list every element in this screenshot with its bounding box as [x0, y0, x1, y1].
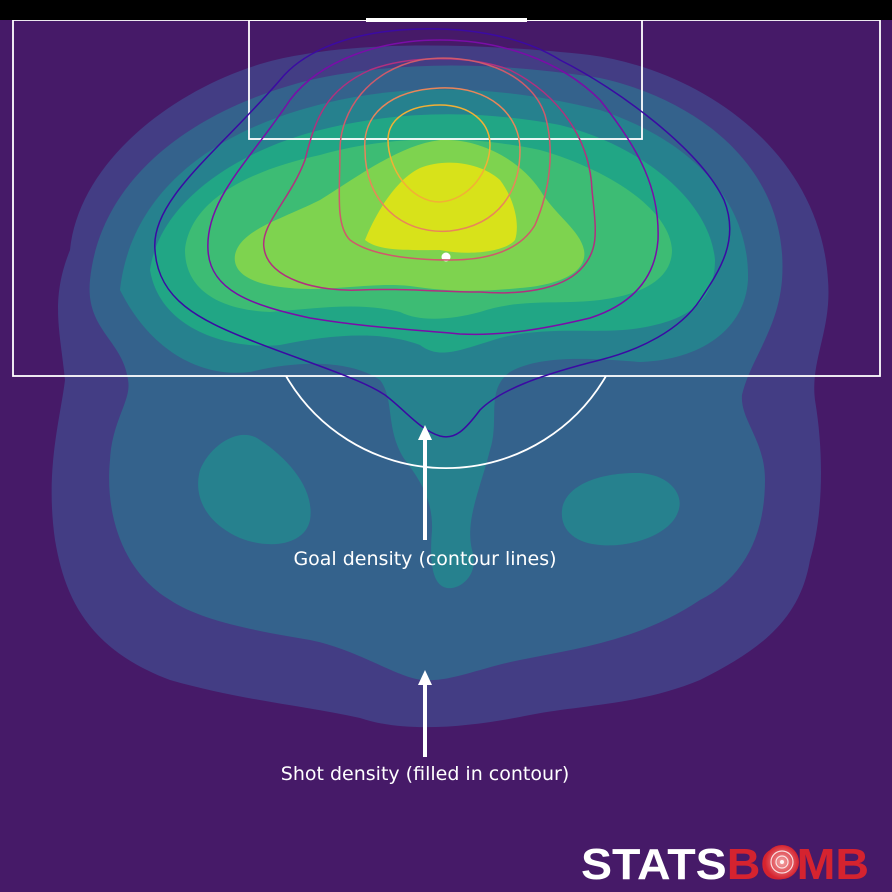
annotation-shot: Shot density (filled in contour)	[281, 670, 569, 785]
annotation-goal-label: Goal density (contour lines)	[293, 548, 556, 570]
shot-density-level	[561, 472, 680, 546]
shot-density-fill	[51, 45, 829, 728]
logo-text: STATSBOMB	[581, 840, 869, 889]
annotation-arrowhead	[418, 670, 432, 685]
annotation-arrowhead	[418, 425, 432, 440]
goal-density-contour	[338, 57, 551, 261]
goal-density-contour	[387, 104, 491, 203]
penalty-arc	[285, 375, 607, 469]
goal-density-contour	[364, 87, 521, 232]
goal-density-contour	[154, 28, 731, 438]
goal-density-contour	[207, 39, 659, 336]
top-bar	[0, 0, 892, 20]
shot-density-level	[365, 162, 517, 253]
annotation-shot-label: Shot density (filled in contour)	[281, 763, 569, 785]
goal-density-contour	[262, 58, 597, 294]
shot-density-level	[198, 434, 311, 545]
statsbomb-logo: STATSBOMB	[581, 840, 869, 889]
goal-density-lines	[154, 28, 731, 438]
annotation-goal: Goal density (contour lines)	[293, 425, 557, 570]
